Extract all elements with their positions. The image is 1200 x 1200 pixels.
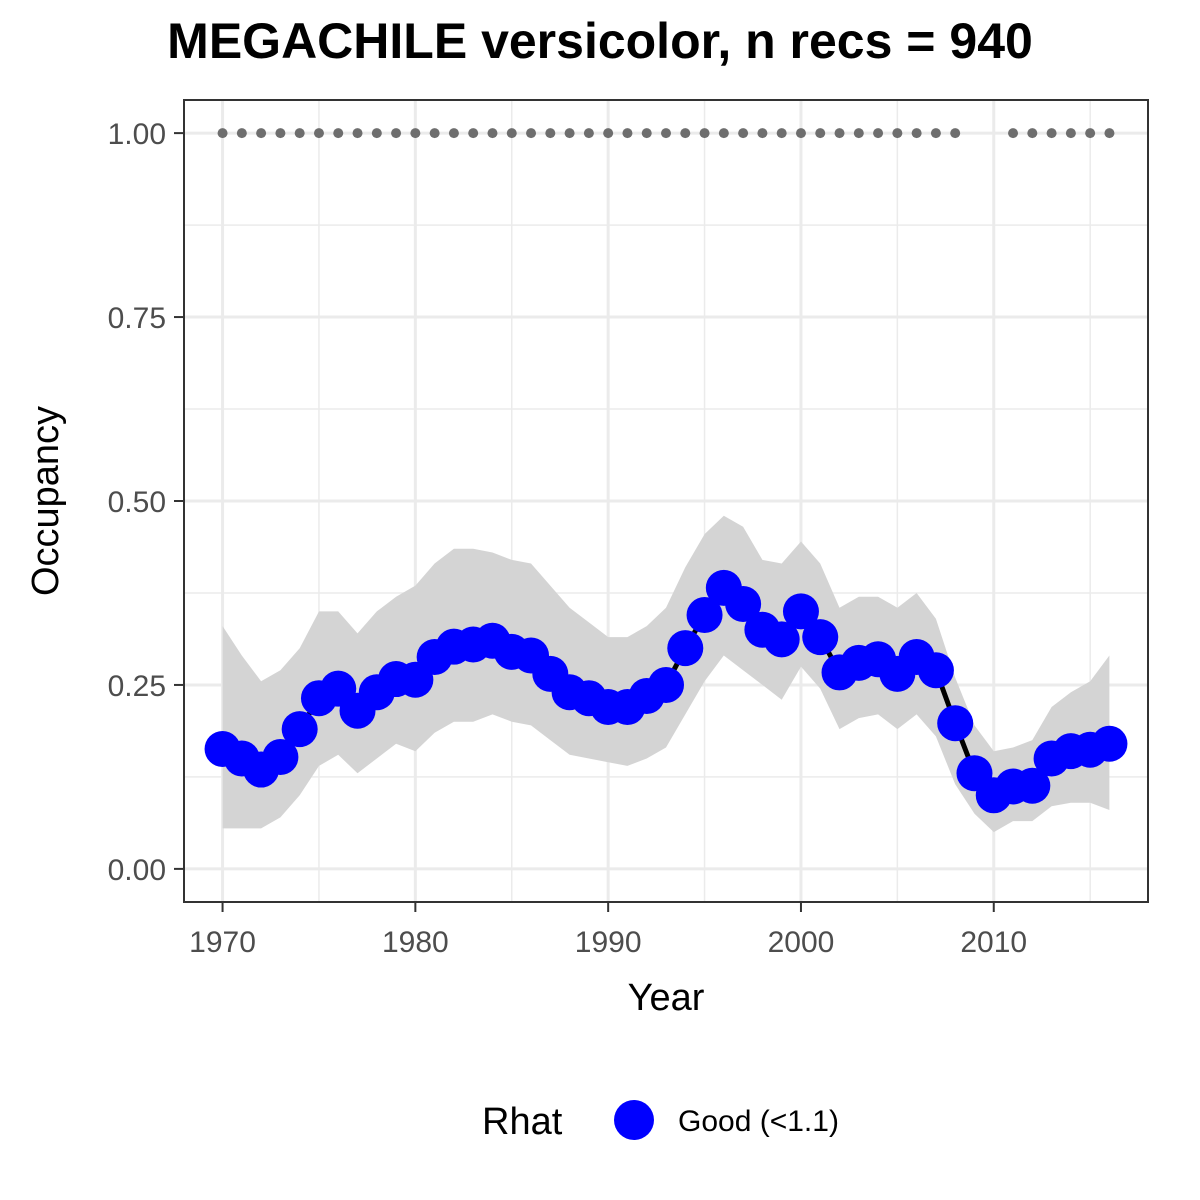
legend-label-good: Good (<1.1) bbox=[678, 1105, 839, 1138]
record-dot bbox=[545, 128, 556, 139]
occupancy-point bbox=[281, 711, 318, 748]
record-dot bbox=[564, 128, 575, 139]
x-axis-title: Year bbox=[628, 977, 705, 1019]
y-axis-title: Occupancy bbox=[25, 406, 67, 596]
record-year-dots bbox=[217, 128, 1115, 139]
record-dot bbox=[429, 128, 440, 139]
occupancy-point bbox=[802, 619, 839, 656]
minor-gridlines bbox=[184, 100, 1148, 902]
occupancy-point bbox=[782, 593, 819, 630]
record-dot bbox=[738, 128, 749, 139]
y-tick-label: 0.50 bbox=[108, 486, 166, 519]
occupancy-point bbox=[763, 621, 800, 658]
record-dot bbox=[1046, 128, 1057, 139]
occupancy-points bbox=[204, 569, 1128, 814]
legend: Rhat Good (<1.1) bbox=[482, 1100, 839, 1143]
record-dot bbox=[950, 128, 961, 139]
record-dot bbox=[506, 128, 517, 139]
occupancy-point bbox=[725, 586, 762, 623]
record-dot bbox=[583, 128, 594, 139]
y-tick-label: 0.75 bbox=[108, 302, 166, 335]
record-dot bbox=[333, 128, 344, 139]
record-dot bbox=[873, 128, 884, 139]
chart-title: MEGACHILE versicolor, n recs = 940 bbox=[167, 13, 1033, 69]
occupancy-point bbox=[1091, 725, 1128, 762]
record-dot bbox=[1027, 128, 1038, 139]
record-dot bbox=[294, 128, 305, 139]
x-tick-label: 2010 bbox=[960, 926, 1027, 959]
legend-key-good bbox=[614, 1100, 654, 1140]
record-dot bbox=[1008, 128, 1019, 139]
record-dot bbox=[526, 128, 537, 139]
record-dot bbox=[236, 128, 247, 139]
record-dot bbox=[256, 128, 267, 139]
record-dot bbox=[622, 128, 633, 139]
occupancy-point bbox=[917, 652, 954, 689]
record-dot bbox=[930, 128, 941, 139]
record-dot bbox=[313, 128, 324, 139]
record-dot bbox=[371, 128, 382, 139]
occupancy-point bbox=[262, 739, 299, 776]
record-dot bbox=[853, 128, 864, 139]
record-dot bbox=[487, 128, 498, 139]
record-dot bbox=[834, 128, 845, 139]
record-dot bbox=[757, 128, 768, 139]
occupancy-point bbox=[667, 630, 704, 667]
occupancy-point bbox=[1014, 767, 1051, 804]
record-dot bbox=[776, 128, 787, 139]
record-dot bbox=[448, 128, 459, 139]
record-dot bbox=[718, 128, 729, 139]
record-dot bbox=[410, 128, 421, 139]
record-dot bbox=[892, 128, 903, 139]
record-dot bbox=[352, 128, 363, 139]
legend-title: Rhat bbox=[482, 1101, 563, 1143]
record-dot bbox=[391, 128, 402, 139]
x-axis-ticks: 1970 1980 1990 2000 2010 bbox=[189, 902, 1027, 959]
record-dot bbox=[603, 128, 614, 139]
record-dot bbox=[468, 128, 479, 139]
x-tick-label: 1990 bbox=[575, 926, 642, 959]
occupancy-point bbox=[686, 597, 723, 634]
x-tick-label: 1980 bbox=[382, 926, 449, 959]
record-dot bbox=[795, 128, 806, 139]
record-dot bbox=[641, 128, 652, 139]
record-dot bbox=[1065, 128, 1076, 139]
y-axis-ticks: 0.00 0.25 0.50 0.75 1.00 bbox=[108, 118, 184, 887]
occupancy-point bbox=[648, 666, 684, 703]
record-dot bbox=[1085, 128, 1096, 139]
occupancy-point bbox=[937, 705, 974, 742]
y-tick-label: 0.25 bbox=[108, 670, 166, 703]
record-dot bbox=[275, 128, 286, 139]
record-dot bbox=[1104, 128, 1115, 139]
record-dot bbox=[911, 128, 922, 139]
record-dot bbox=[815, 128, 826, 139]
y-tick-label: 1.00 bbox=[108, 118, 166, 151]
x-tick-label: 1970 bbox=[189, 926, 256, 959]
record-dot bbox=[661, 128, 671, 139]
y-tick-label: 0.00 bbox=[108, 854, 166, 887]
x-tick-label: 2000 bbox=[768, 926, 835, 959]
record-dot bbox=[680, 128, 691, 139]
record-dot bbox=[217, 128, 228, 139]
record-dot bbox=[699, 128, 710, 139]
